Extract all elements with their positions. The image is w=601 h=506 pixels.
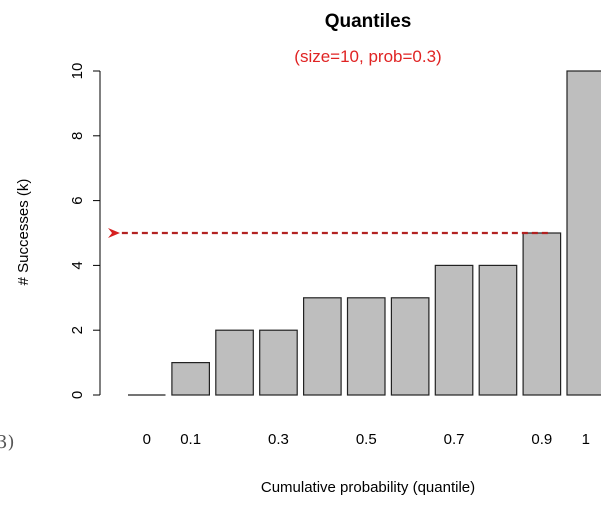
bar [171, 362, 210, 396]
corner-fragment-text: 3) [0, 432, 14, 453]
x-axis-ticks: 0 0.1 0.3 0.5 0.7 0.9 1 [143, 431, 590, 448]
bar [434, 264, 474, 396]
bar [390, 297, 430, 396]
y-tick-label: 6 [69, 196, 86, 204]
y-axis-label: # Successes (k) [15, 179, 32, 286]
y-tick-label: 4 [69, 261, 86, 269]
bar [566, 70, 601, 396]
y-tick-label: 8 [69, 132, 86, 140]
x-tick-label: 0.1 [180, 431, 201, 448]
bar [259, 329, 298, 396]
x-tick-label: 0.5 [356, 431, 377, 448]
x-tick-label: 0.9 [531, 431, 552, 448]
y-tick-label: 10 [69, 63, 86, 80]
bars [128, 70, 601, 396]
chart-subtitle: (size=10, prob=0.3) [294, 47, 441, 66]
bar [215, 329, 254, 396]
bar [522, 232, 562, 396]
x-axis-label: Cumulative probability (quantile) [261, 479, 475, 496]
y-tick-label: 2 [69, 326, 86, 334]
y-tick-label: 0 [69, 391, 86, 399]
bar [478, 264, 518, 396]
x-tick-label: 1 [582, 431, 590, 448]
x-tick-label: 0.7 [444, 431, 465, 448]
bar [346, 297, 386, 396]
x-tick-label: 0 [143, 431, 151, 448]
chart-title: Quantiles [325, 11, 412, 32]
y-axis: 0 2 4 6 8 10 [69, 63, 101, 399]
x-tick-label: 0.3 [268, 431, 289, 448]
bar [303, 297, 342, 396]
